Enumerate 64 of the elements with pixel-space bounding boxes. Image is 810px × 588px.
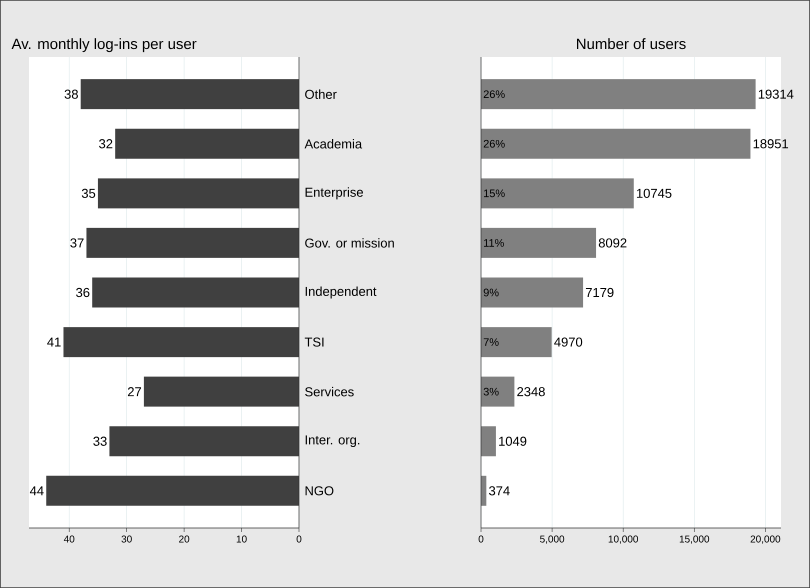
data-label: 27 [128, 387, 142, 396]
data-label: 8092 [598, 238, 626, 248]
y-tick-label: Gov. or mission [305, 238, 394, 248]
bar [109, 426, 299, 456]
x-tick-label: 20,000 [750, 536, 780, 544]
bar [481, 178, 634, 208]
data-label: 36 [76, 288, 90, 298]
annotation: 7% [484, 338, 499, 346]
data-label: 37 [70, 238, 84, 248]
data-label: 2348 [517, 387, 545, 396]
data-label: 38 [64, 90, 78, 99]
annotation: 26% [484, 90, 505, 98]
data-label: 7179 [586, 288, 614, 298]
annotation: 15% [484, 189, 505, 198]
chart-title: Number of users [576, 38, 686, 50]
y-tick-label: Academia [304, 139, 362, 149]
y-tick-label: NGO [306, 486, 334, 496]
bar [144, 376, 299, 407]
data-label: 374 [489, 486, 510, 496]
data-label: 33 [93, 436, 107, 446]
y-tick-label: Other [305, 89, 337, 99]
data-label: 41 [47, 338, 61, 347]
data-label: 19314 [758, 90, 794, 99]
bar [481, 79, 756, 110]
data-label: 18951 [754, 139, 788, 148]
annotation: 26% [484, 140, 505, 148]
data-label: 4970 [554, 337, 582, 347]
bar [63, 327, 299, 358]
x-tick-label: 0 [296, 536, 302, 543]
annotation: 9% [484, 288, 499, 296]
annotation: 11% [484, 239, 504, 247]
data-label: 10745 [636, 188, 672, 198]
x-tick-label: 15,000 [680, 536, 710, 544]
bar [92, 277, 299, 308]
bar [481, 376, 514, 407]
bar [115, 128, 299, 159]
bar [481, 426, 496, 456]
x-tick-label: 0 [478, 536, 484, 543]
bar [46, 476, 299, 506]
data-label: 35 [82, 188, 96, 198]
y-tick-label: Services [305, 386, 354, 396]
bar [481, 277, 584, 308]
bar [481, 128, 750, 159]
annotation: 3% [484, 388, 499, 396]
x-tick-label: 5,000 [540, 536, 564, 544]
bar [481, 327, 552, 358]
y-tick-label: Enterprise [306, 187, 363, 200]
bar [98, 178, 299, 208]
x-tick-label: 10 [236, 536, 247, 543]
bar [80, 79, 299, 110]
x-tick-label: 10,000 [608, 536, 638, 544]
data-label: 1049 [499, 436, 526, 446]
chart-title: Av. monthly log-ins per user [12, 38, 196, 52]
data-label: 44 [30, 486, 44, 496]
y-tick-label: Inter. org. [306, 435, 360, 448]
y-tick-label: Independent [306, 286, 376, 299]
x-tick-label: 20 [179, 536, 190, 543]
x-tick-label: 40 [64, 536, 74, 543]
y-tick-label: TSI [304, 337, 324, 347]
data-label: 32 [99, 139, 112, 148]
bar [481, 476, 486, 506]
x-tick-label: 30 [121, 536, 132, 543]
bar [86, 228, 299, 258]
bar [481, 228, 596, 258]
